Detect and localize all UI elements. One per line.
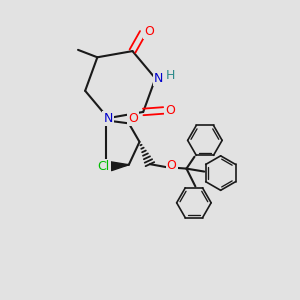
Polygon shape	[111, 162, 129, 171]
Text: H: H	[166, 69, 175, 82]
Text: N: N	[154, 72, 163, 85]
Text: O: O	[128, 112, 138, 125]
Polygon shape	[105, 115, 111, 122]
Text: Cl: Cl	[98, 160, 110, 173]
Text: O: O	[165, 104, 175, 117]
Text: O: O	[167, 159, 176, 172]
Text: N: N	[103, 112, 113, 124]
Text: O: O	[145, 25, 154, 38]
